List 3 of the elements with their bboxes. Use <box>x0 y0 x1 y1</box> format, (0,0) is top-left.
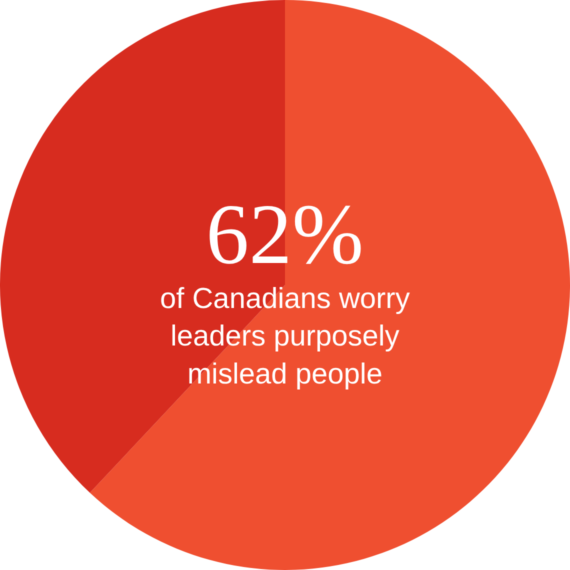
text: 62% <box>206 186 364 282</box>
pie-slice <box>90 0 570 570</box>
text: of Canadians worry leaders purposely mislead people <box>160 283 410 390</box>
